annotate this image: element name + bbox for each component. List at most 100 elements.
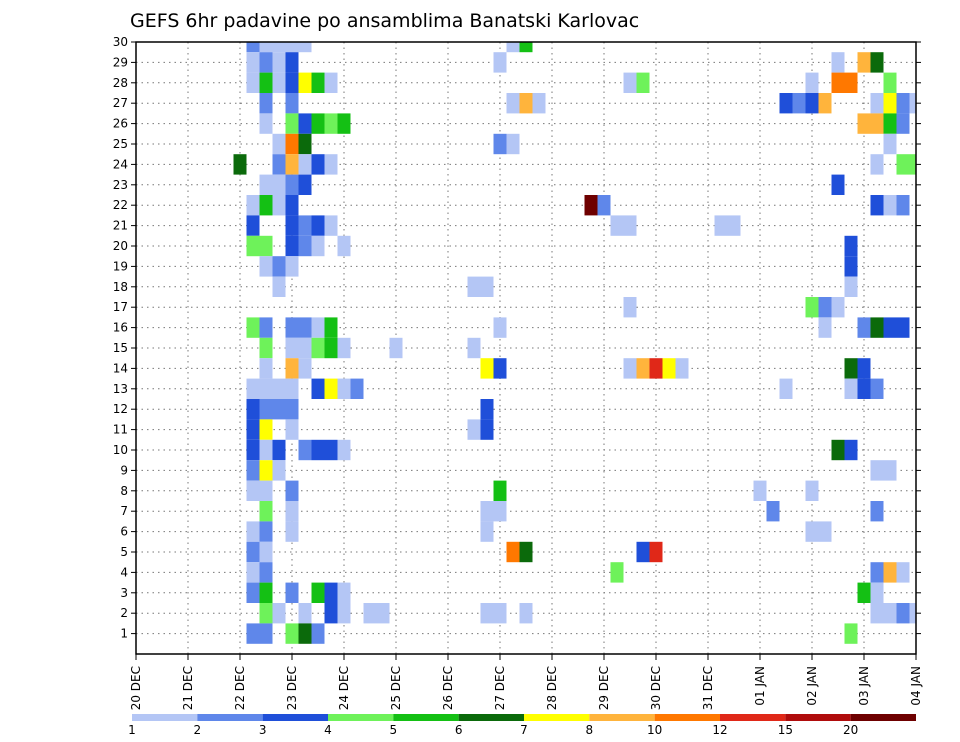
heatmap-cell [805,72,819,93]
heatmap-cell [285,52,299,73]
x-tick-label: 27 DEC [493,666,507,710]
heatmap-cell [480,276,494,297]
heatmap-cell [831,174,845,195]
heatmap-cell [753,480,767,501]
heatmap-cell [285,419,299,440]
heatmap-cell [298,154,312,175]
y-tick-label: 11 [113,423,128,437]
heatmap-cell [259,439,273,461]
heatmap-cell [311,215,325,236]
x-tick-label: 21 DEC [181,666,195,710]
colorbar-swatch [850,714,916,721]
y-tick-label: 24 [113,157,128,171]
heatmap-cell [246,215,260,236]
heatmap-cell [298,133,312,155]
y-tick-label: 8 [120,484,128,498]
heatmap-cell [311,623,325,644]
y-tick-label: 27 [113,96,128,110]
heatmap-cell [311,72,325,93]
heatmap-cell [844,439,858,461]
x-tick-label: 02 JAN [805,666,819,706]
colorbar-swatch [589,714,655,721]
heatmap-cell [259,93,273,114]
heatmap-cell [246,235,260,257]
y-tick-label: 14 [113,361,128,375]
heatmap-cell [883,133,897,155]
heatmap-cell [246,439,260,461]
heatmap-cell [259,501,273,522]
heatmap-cell [272,72,286,93]
y-tick-label: 22 [113,198,128,212]
y-tick-label: 7 [120,504,128,518]
colorbar-label: 2 [194,723,202,737]
heatmap-cell [259,235,273,257]
heatmap-cell [896,317,910,338]
heatmap-cell [285,317,299,338]
heatmap-cell [662,358,676,379]
y-tick-label: 5 [120,545,128,559]
heatmap-cell [467,276,481,297]
heatmap-cell [285,582,299,603]
heatmap-cell [337,235,351,257]
heatmap-cell [246,480,260,501]
heatmap-cell [285,215,299,236]
heatmap-cell [272,276,286,297]
heatmap-cell [324,317,338,338]
y-tick-label: 3 [120,586,128,600]
heatmap-cell [246,419,260,440]
colorbar-label: 15 [778,723,793,737]
heatmap-cell [727,215,741,236]
y-tick-label: 13 [113,382,128,396]
heatmap-cell [870,460,884,481]
heatmap-cell [363,603,377,624]
heatmap-cell [259,42,273,53]
heatmap-cell [831,439,845,461]
heatmap-cell [909,93,916,114]
heatmap-cell [233,154,247,175]
heatmap-cell [246,582,260,603]
heatmap-cell [246,52,260,73]
heatmap-cell [883,113,897,134]
heatmap-cell [272,603,286,624]
x-axis-ticks: 20 DEC 21 DEC 22 DEC 23 DEC 24 DEC 25 DEC 26 D… [129,654,923,710]
heatmap-cell [259,174,273,195]
heatmap-cell [337,439,351,461]
y-tick-label: 17 [113,300,128,314]
heatmap-cell [259,72,273,93]
heatmap-cell [337,378,351,399]
y-tick-label: 23 [113,178,128,192]
colorbar-label: 8 [586,723,594,737]
heatmap-cell [883,460,897,481]
heatmap-cell [272,460,286,481]
y-tick-label: 26 [113,117,128,131]
colorbar-label: 20 [843,723,858,737]
heatmap-cell [623,297,637,318]
y-tick-label: 19 [113,259,128,273]
x-tick-label: 26 DEC [441,666,455,710]
heatmap-cell [259,195,273,216]
colorbar-label: 7 [520,723,528,737]
heatmap-cell [857,582,871,603]
colorbar-swatch [720,714,786,721]
heatmap-cell [818,93,832,114]
x-tick-label: 20 DEC [129,666,143,710]
heatmap-cell [896,562,910,583]
colorbar-label: 3 [259,723,267,737]
colorbar-swatch [328,714,394,721]
heatmap-cell [259,541,273,563]
heatmap-cell [311,317,325,338]
heatmap-cell [649,541,663,563]
heatmap-cell [259,358,273,379]
heatmap-cell [519,93,533,114]
heatmap-cell [298,603,312,624]
x-tick-label: 24 DEC [337,666,351,710]
heatmap-cell [844,358,858,379]
heatmap-cell [285,113,299,134]
heatmap-cell [584,195,598,216]
x-tick-label: 04 JAN [909,666,923,706]
colorbar-swatch [393,714,459,721]
y-tick-label: 30 [113,35,128,49]
heatmap-cell [844,72,858,93]
heatmap-cell [870,378,884,399]
heatmap-cell [272,174,286,195]
